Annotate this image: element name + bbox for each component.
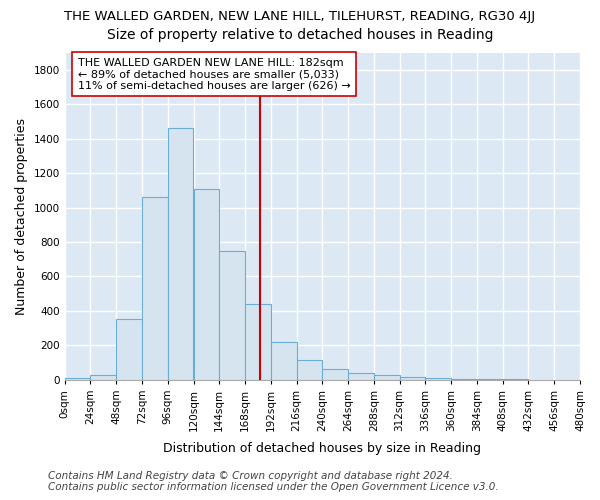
Text: THE WALLED GARDEN NEW LANE HILL: 182sqm
← 89% of detached houses are smaller (5,: THE WALLED GARDEN NEW LANE HILL: 182sqm … [77,58,350,91]
Bar [245,304,271,380]
Bar [91,374,116,380]
Bar [451,379,477,380]
Bar [348,373,374,380]
Bar [168,128,193,380]
Text: Contains HM Land Registry data © Crown copyright and database right 2024.
Contai: Contains HM Land Registry data © Crown c… [48,471,499,492]
Bar [116,320,142,380]
Text: Size of property relative to detached houses in Reading: Size of property relative to detached ho… [107,28,493,42]
Bar [296,360,322,380]
Bar [219,250,245,380]
Y-axis label: Number of detached properties: Number of detached properties [15,118,28,314]
X-axis label: Distribution of detached houses by size in Reading: Distribution of detached houses by size … [163,442,481,455]
Bar [400,377,425,380]
Bar [374,376,400,380]
Bar [477,379,503,380]
Bar [425,378,451,380]
Bar [142,197,168,380]
Text: THE WALLED GARDEN, NEW LANE HILL, TILEHURST, READING, RG30 4JJ: THE WALLED GARDEN, NEW LANE HILL, TILEHU… [64,10,536,23]
Bar [193,188,219,380]
Bar [322,370,348,380]
Bar [271,342,296,380]
Bar [65,378,91,380]
